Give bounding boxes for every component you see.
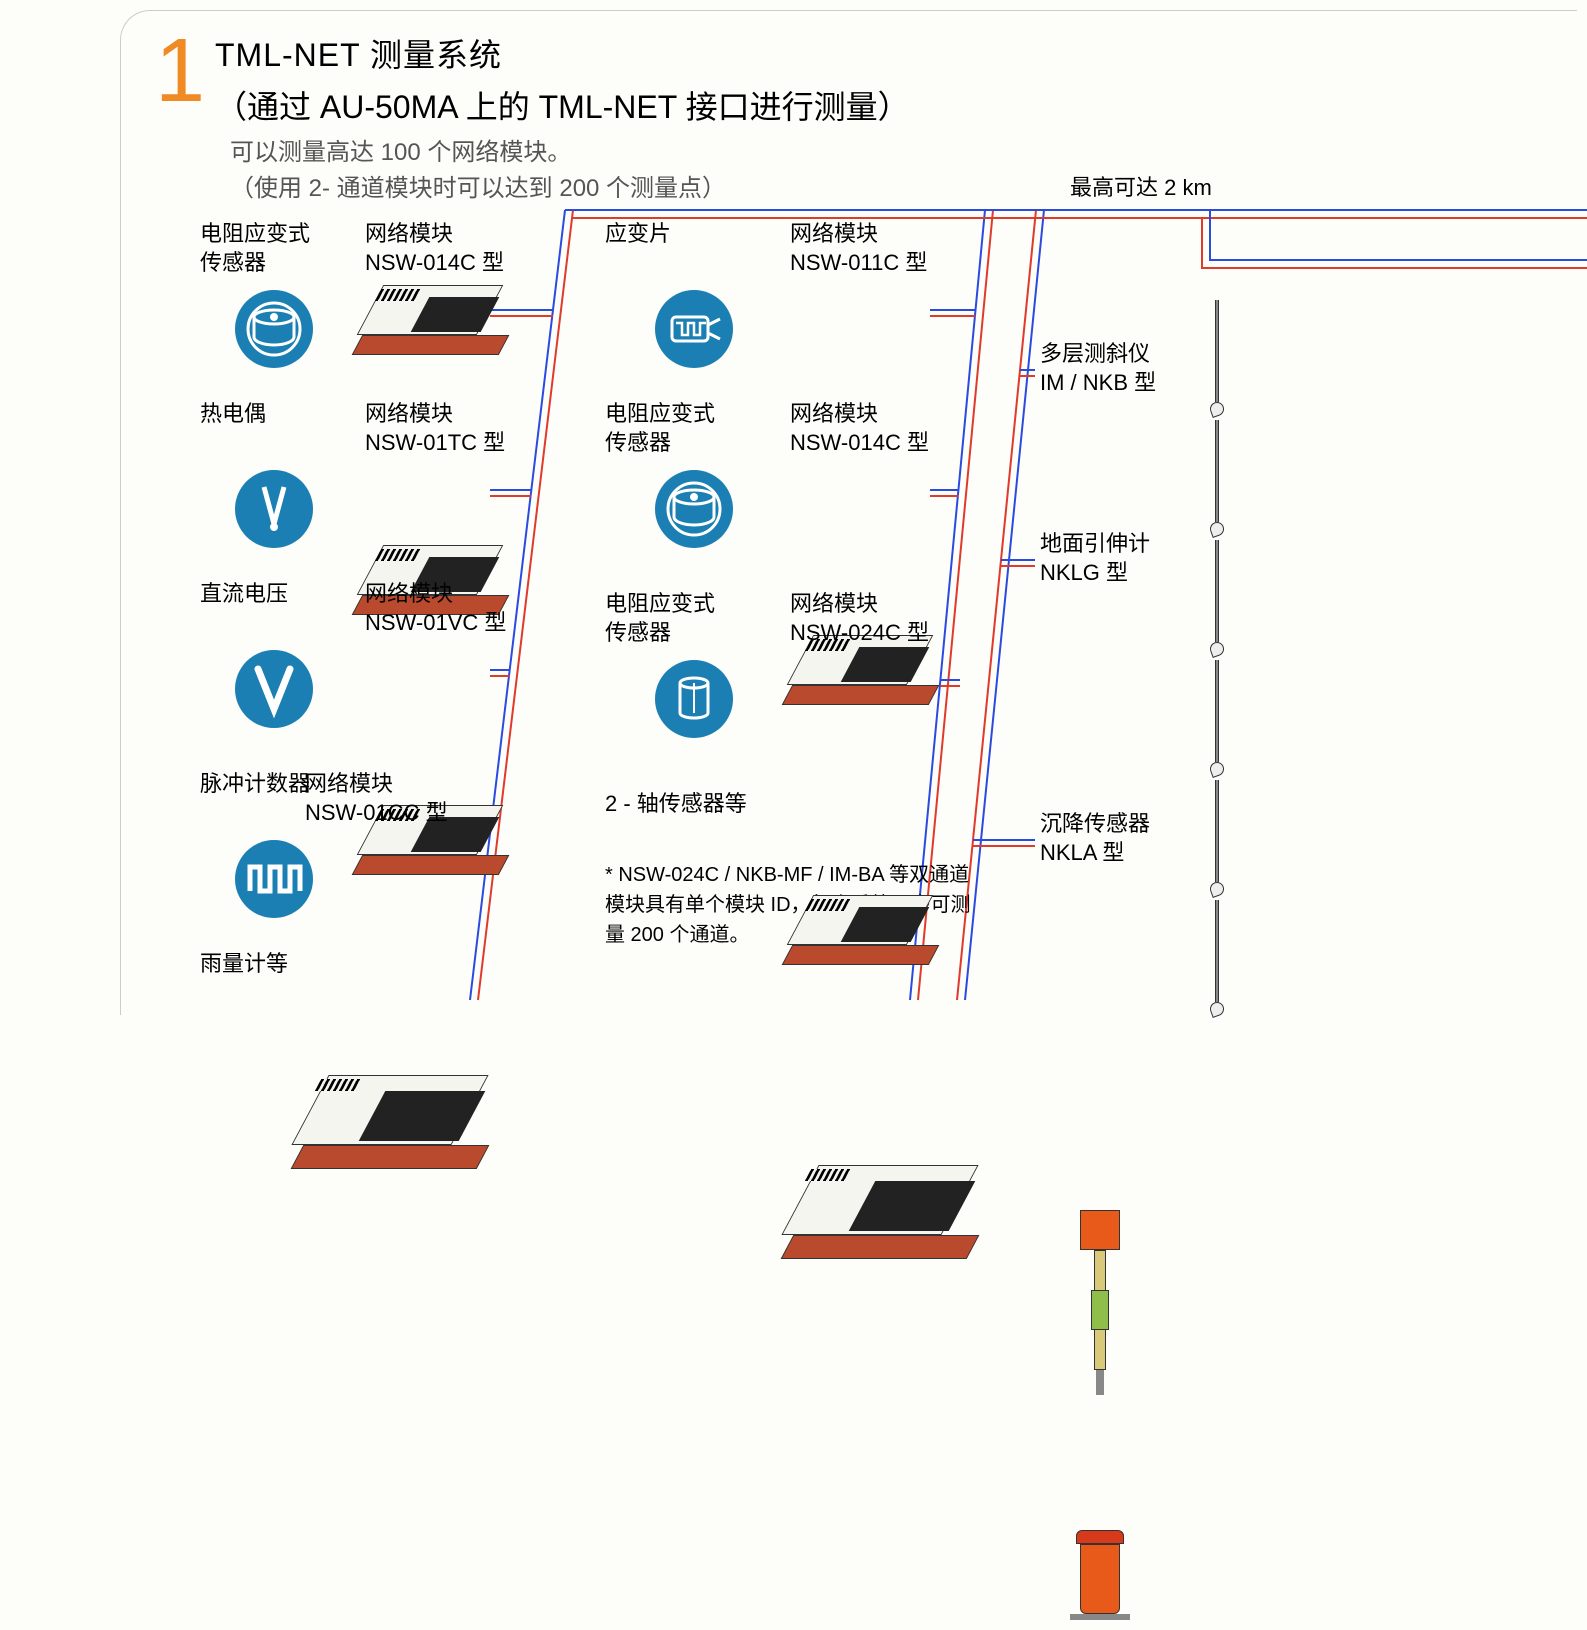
- sensor-label: 热电偶: [200, 400, 266, 429]
- sensor-label: 直流电压: [200, 580, 288, 609]
- inclinometer-segment: [1215, 660, 1219, 762]
- title-line2: （通过 AU-50MA 上的 TML-NET 接口进行测量）: [215, 82, 910, 128]
- sensor-extra-label: 2 - 轴传感器等: [605, 790, 747, 819]
- pulse-icon: [235, 840, 313, 918]
- module-label: 网络模块NSW-01CC 型: [305, 770, 448, 827]
- network-module-box: [790, 1165, 980, 1275]
- network-module-box: [360, 285, 510, 365]
- module-label: 网络模块NSW-01VC 型: [365, 580, 506, 637]
- module-label: 网络模块NSW-014C 型: [790, 400, 929, 457]
- title-line1: TML-NET 测量系统: [215, 30, 910, 76]
- inclinometer-segment: [1215, 420, 1219, 522]
- network-module-box: [300, 1075, 490, 1185]
- thermocouple-icon: [235, 470, 313, 548]
- right-sensor-label: 沉降传感器NKLA 型: [1040, 810, 1150, 867]
- module-label: 网络模块NSW-01TC 型: [365, 400, 505, 457]
- load-cell-icon: [235, 290, 313, 368]
- sensor-label: 电阻应变式传感器: [605, 590, 715, 647]
- description-block: 可以测量高达 100 个网络模块。 （使用 2- 通道模块时可以达到 200 个…: [230, 135, 726, 207]
- inclinometer-segment: [1215, 780, 1219, 882]
- module-label: 网络模块NSW-024C 型: [790, 590, 929, 647]
- desc-line1: 可以测量高达 100 个网络模块。: [230, 135, 726, 171]
- section-number: 1: [155, 20, 205, 123]
- title-block: TML-NET 测量系统 （通过 AU-50MA 上的 TML-NET 接口进行…: [215, 30, 910, 128]
- sensor-label: 电阻应变式传感器: [200, 220, 310, 277]
- right-sensor-label: 地面引伸计NKLG 型: [1040, 530, 1150, 587]
- inclinometer-segment: [1215, 300, 1219, 402]
- sensor-label: 应变片: [605, 220, 671, 249]
- module-label: 网络模块NSW-011C 型: [790, 220, 927, 277]
- load-cell-icon: [655, 470, 733, 548]
- right-sensor-label: 多层测斜仪IM / NKB 型: [1040, 340, 1156, 397]
- inclinometer-segment: [1215, 540, 1219, 642]
- network-module-box: [790, 895, 940, 975]
- cylinder-icon: [655, 660, 733, 738]
- extensometer-device: [1080, 1210, 1120, 1250]
- voltage-icon: [235, 650, 313, 728]
- strain-gauge-icon: [655, 290, 733, 368]
- sensor-extra-label: 雨量计等: [200, 950, 288, 979]
- sensor-label: 电阻应变式传感器: [605, 400, 715, 457]
- settlement-device: [1070, 1530, 1130, 1630]
- desc-line2: （使用 2- 通道模块时可以达到 200 个测量点）: [230, 171, 726, 207]
- sensor-label: 脉冲计数器: [200, 770, 310, 799]
- max-distance-label: 最高可达 2 km: [1070, 170, 1212, 202]
- inclinometer-segment: [1215, 900, 1219, 1002]
- module-label: 网络模块NSW-014C 型: [365, 220, 504, 277]
